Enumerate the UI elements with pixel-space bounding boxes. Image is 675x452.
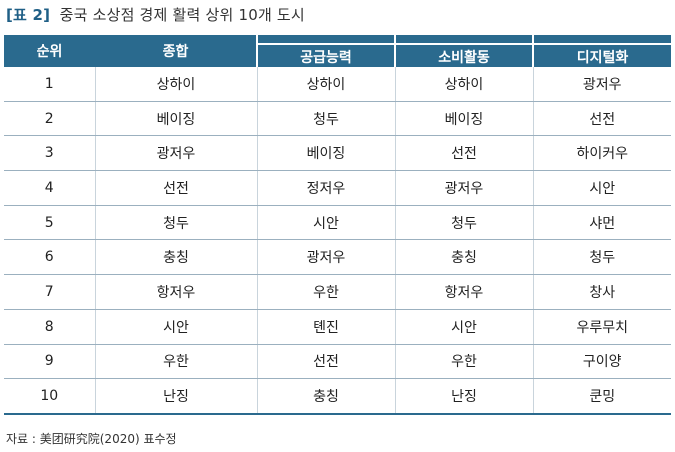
- cell-supply: 선전: [256, 344, 395, 380]
- cell-rank: 4: [4, 170, 95, 206]
- cell-overall: 난징: [94, 378, 257, 415]
- table-row: 5 청두 시안 청두 샤먼: [4, 205, 671, 241]
- cell-consumption: 상하이: [394, 67, 533, 102]
- cell-overall: 광저우: [94, 135, 257, 172]
- cell-rank: 10: [4, 378, 95, 415]
- cell-supply: 충칭: [256, 378, 395, 415]
- table-row: 8 시안 톈진 시안 우루무치: [4, 309, 671, 345]
- header-digital: 디지털화: [532, 35, 671, 67]
- source-note: 자료 : 美团研究院(2020) 표수정: [6, 432, 177, 446]
- cell-digital: 쿤밍: [532, 378, 671, 415]
- cell-overall: 항저우: [94, 274, 257, 310]
- cell-supply: 시안: [256, 205, 395, 241]
- header-overall: 종합: [95, 35, 257, 67]
- table-row: 7 항저우 우한 항저우 창사: [4, 274, 671, 310]
- cell-consumption: 항저우: [394, 274, 533, 310]
- cell-supply: 상하이: [256, 67, 395, 102]
- cell-supply: 청두: [256, 101, 395, 137]
- cell-digital: 선전: [532, 101, 671, 137]
- cell-digital: 구이양: [532, 344, 671, 380]
- cell-digital: 우루무치: [532, 309, 671, 345]
- cell-supply: 베이징: [256, 135, 395, 172]
- cell-consumption: 광저우: [394, 170, 533, 206]
- cell-overall: 베이징: [94, 101, 257, 137]
- table-number: [표 2]: [6, 6, 51, 24]
- cell-overall: 시안: [94, 309, 257, 345]
- cell-supply: 우한: [256, 274, 395, 310]
- cell-digital: 시안: [532, 170, 671, 206]
- cell-consumption: 선전: [394, 135, 533, 172]
- cell-rank: 3: [4, 135, 95, 172]
- header-supply: 공급능력: [256, 35, 395, 67]
- table-row: 3 광저우 베이징 선전 하이커우: [4, 135, 671, 172]
- cell-digital: 하이커우: [532, 135, 671, 172]
- table-row: 1 상하이 상하이 상하이 광저우: [4, 67, 671, 102]
- table-row: 4 선전 정저우 광저우 시안: [4, 170, 671, 206]
- cell-supply: 광저우: [256, 239, 395, 276]
- cell-consumption: 베이징: [394, 101, 533, 137]
- header-rank: 순위: [4, 35, 95, 67]
- header-consumption: 소비활동: [394, 35, 533, 67]
- cell-rank: 9: [4, 344, 95, 380]
- cell-supply: 톈진: [256, 309, 395, 345]
- cell-rank: 1: [4, 67, 95, 102]
- header-row: 순위 종합 공급능력 소비활동 디지털화: [4, 35, 671, 67]
- cell-consumption: 충칭: [394, 239, 533, 276]
- cell-consumption: 난징: [394, 378, 533, 415]
- cell-overall: 상하이: [94, 67, 257, 102]
- cell-rank: 5: [4, 205, 95, 241]
- table-row: 9 우한 선전 우한 구이양: [4, 344, 671, 380]
- cell-digital: 청두: [532, 239, 671, 276]
- table-caption: 중국 소상점 경제 활력 상위 10개 도시: [59, 6, 305, 24]
- table-row: 6 충칭 광저우 충칭 청두: [4, 239, 671, 276]
- cell-consumption: 시안: [394, 309, 533, 345]
- cell-consumption: 우한: [394, 344, 533, 380]
- cell-digital: 창사: [532, 274, 671, 310]
- ranking-table: 순위 종합 공급능력 소비활동 디지털화 1 상하이 상하이 상하이 광저우 2 베이징 청두…: [4, 35, 671, 415]
- cell-overall: 선전: [94, 170, 257, 206]
- cell-overall: 우한: [94, 344, 257, 380]
- cell-rank: 7: [4, 274, 95, 310]
- cell-overall: 청두: [94, 205, 257, 241]
- table-title: [표 2] 중국 소상점 경제 활력 상위 10개 도시: [6, 4, 305, 25]
- cell-digital: 광저우: [532, 67, 671, 102]
- cell-rank: 2: [4, 101, 95, 137]
- cell-overall: 충칭: [94, 239, 257, 276]
- table-row: 10 난징 충칭 난징 쿤밍: [4, 378, 671, 415]
- cell-digital: 샤먼: [532, 205, 671, 241]
- table-row: 2 베이징 청두 베이징 선전: [4, 101, 671, 137]
- cell-rank: 6: [4, 239, 95, 276]
- cell-rank: 8: [4, 309, 95, 345]
- cell-consumption: 청두: [394, 205, 533, 241]
- cell-supply: 정저우: [256, 170, 395, 206]
